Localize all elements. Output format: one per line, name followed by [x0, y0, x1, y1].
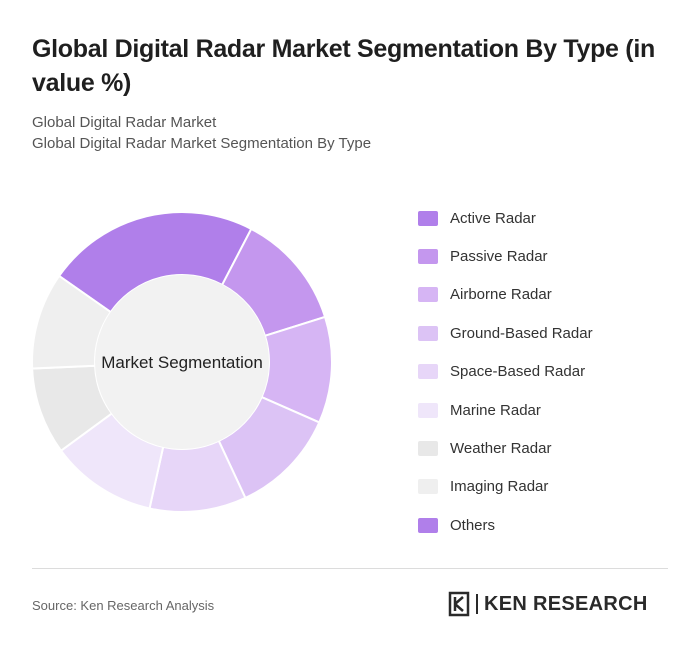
legend-label-active-radar: Active Radar	[450, 209, 536, 227]
legend-label-passive-radar: Passive Radar	[450, 248, 548, 266]
ken-research-logo-icon	[448, 591, 470, 617]
legend-swatch-space-based-radar	[418, 364, 438, 380]
ken-research-logo: KEN RESEARCH	[448, 591, 648, 617]
legend-swatch-airborne-radar	[418, 287, 438, 303]
donut-center-label: Market Segmentation	[101, 353, 263, 372]
logo-separator	[476, 594, 478, 614]
legend-item-imaging-radar: Imaging Radar	[418, 468, 688, 506]
legend-item-space-based-radar: Space-Based Radar	[418, 353, 688, 391]
footer-divider	[32, 568, 668, 569]
legend-item-marine-radar: Marine Radar	[418, 391, 688, 429]
legend-label-space-based-radar: Space-Based Radar	[450, 363, 586, 381]
chart-title: Global Digital Radar Market Segmentation…	[32, 35, 655, 97]
legend-item-airborne-radar: Airborne Radar	[418, 276, 688, 314]
legend-swatch-active-radar	[418, 210, 438, 226]
legend-item-others: Others	[418, 506, 688, 544]
legend-label-airborne-radar: Airborne Radar	[450, 286, 552, 304]
legend-swatch-imaging-radar	[418, 479, 438, 495]
legend-label-ground-based-radar: Ground-Based Radar	[450, 324, 593, 342]
legend-swatch-weather-radar	[418, 441, 438, 457]
legend-item-active-radar: Active Radar	[418, 199, 688, 237]
donut-center	[95, 275, 269, 449]
legend-swatch-ground-based-radar	[418, 325, 438, 341]
legend-label-imaging-radar: Imaging Radar	[450, 478, 549, 496]
legend-label-others: Others	[450, 516, 496, 534]
legend-swatch-others	[418, 517, 438, 533]
source-note: Source: Ken Research Analysis	[32, 598, 215, 613]
legend-swatch-passive-radar	[418, 249, 438, 265]
chart-legend: Active Radar Passive Radar Airborne Radar G…	[418, 199, 688, 545]
chart-subtitle-segmentation: Global Digital Radar Market Segmentation…	[32, 135, 372, 152]
legend-label-marine-radar: Marine Radar	[450, 401, 541, 419]
donut-chart: Market Segmentation	[31, 211, 333, 513]
legend-swatch-marine-radar	[418, 402, 438, 418]
legend-item-ground-based-radar: Ground-Based Radar	[418, 314, 688, 352]
chart-subtitle-market: Global Digital Radar Market	[32, 114, 217, 131]
legend-label-weather-radar: Weather Radar	[450, 440, 552, 458]
legend-item-passive-radar: Passive Radar	[418, 237, 688, 275]
legend-item-weather-radar: Weather Radar	[418, 429, 688, 467]
logo-text: KEN RESEARCH	[484, 592, 648, 615]
